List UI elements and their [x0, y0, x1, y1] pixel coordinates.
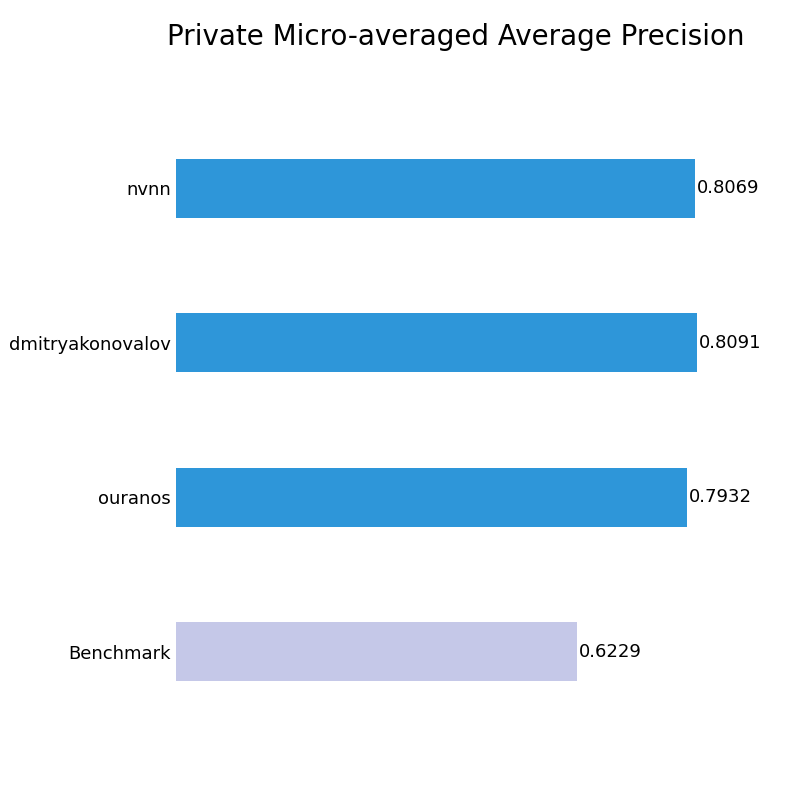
Bar: [176, 159, 695, 218]
Bar: [176, 622, 577, 681]
Text: 0.7932: 0.7932: [689, 488, 751, 506]
Text: 0.8091: 0.8091: [698, 334, 762, 352]
Bar: [176, 468, 686, 526]
Text: 0.8069: 0.8069: [698, 179, 760, 197]
Text: 0.6229: 0.6229: [579, 643, 642, 661]
Title: Private Micro-averaged Average Precision: Private Micro-averaged Average Precision: [167, 23, 745, 51]
Bar: [176, 314, 697, 372]
